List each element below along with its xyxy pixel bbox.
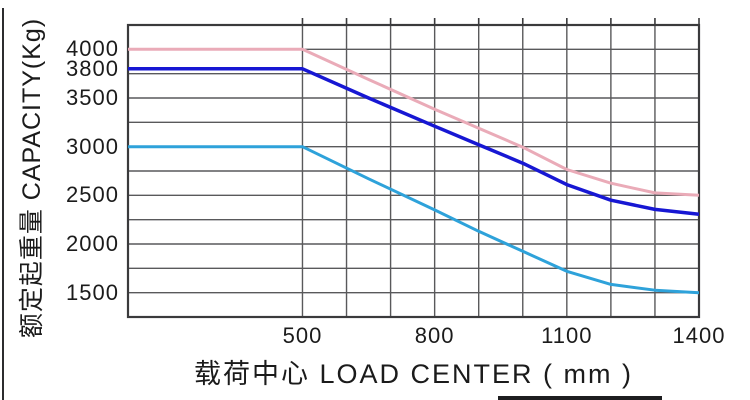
capacity-3800kg-curve	[128, 67, 700, 217]
scan-artifact-left-line	[2, 8, 4, 400]
y-tick-label-3500: 3500	[66, 85, 119, 110]
y-tick-label-1500: 1500	[66, 279, 119, 305]
y-tick-label-2000: 2000	[66, 231, 119, 256]
scan-artifact-bottom-bar	[498, 396, 662, 400]
capacity-4000kg-curve	[128, 47, 700, 197]
x-tick-label-500: 500	[282, 323, 323, 348]
y-tick-label-2500: 2500	[66, 182, 119, 208]
y-tick-label-3000: 3000	[66, 133, 119, 159]
x-tick-label-800: 800	[414, 323, 455, 348]
x-axis-title: 载荷中心 LOAD CENTER ( mm )	[193, 359, 633, 389]
x-tick-label-1400: 1400	[672, 323, 726, 348]
y-tick-label-4000: 4000	[66, 36, 119, 62]
plot-border	[126, 23, 701, 319]
y-tick-label-3800: 3800	[66, 55, 119, 81]
x-tick-label-1100: 1100	[541, 323, 593, 348]
capacity-3000kg-curve	[128, 145, 700, 295]
